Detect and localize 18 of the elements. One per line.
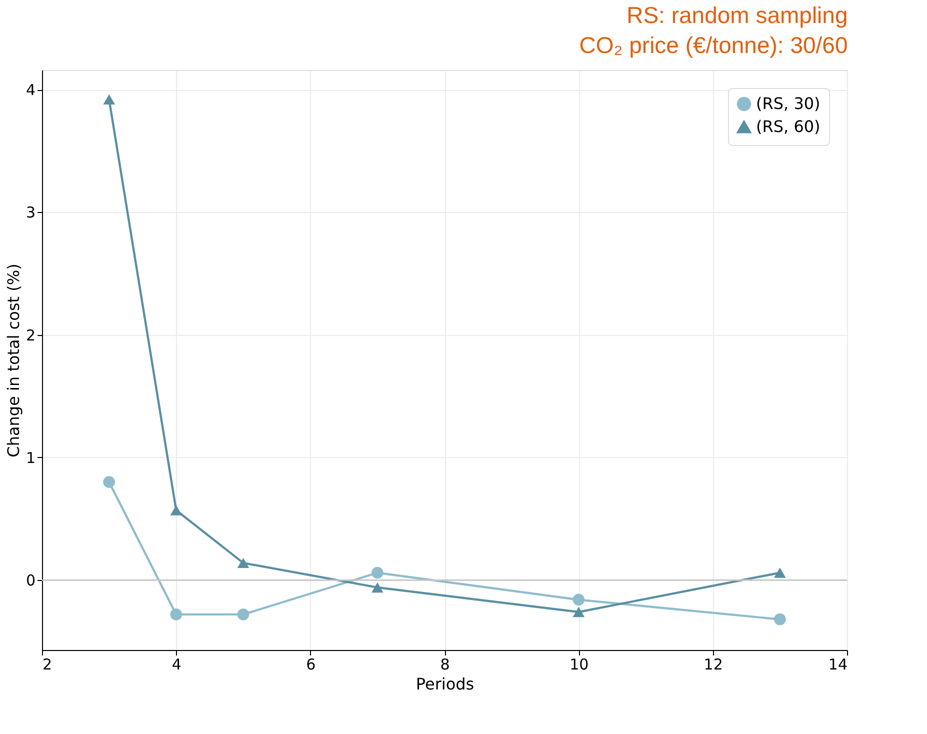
text: RS: random sampling	[626, 2, 848, 28]
text: CO₂ price (€/tonne): 30/60	[579, 32, 848, 58]
y-tick-label: 4	[26, 81, 36, 100]
y-axis-title: Change in total cost (%)	[4, 264, 23, 458]
x-tick-label: 4	[172, 656, 182, 674]
x-tick-label: 2	[42, 656, 52, 674]
x-tick-label: 14	[828, 656, 848, 674]
x-tick-label: 8	[440, 656, 450, 674]
x-axis-title: Periods	[416, 674, 474, 694]
x-tick-label: 6	[306, 656, 316, 674]
y-tick-label: 0	[26, 572, 36, 590]
x-tick-label: 12	[704, 656, 723, 674]
y-tick-label: 1	[26, 448, 36, 467]
y-tick-label: 2	[26, 326, 36, 344]
legend-label: (RS, 30)	[756, 94, 820, 113]
y-tick-label: 3	[26, 204, 36, 222]
x-tick-label: 10	[570, 656, 589, 674]
legend-label: (RS, 60)	[756, 117, 820, 136]
